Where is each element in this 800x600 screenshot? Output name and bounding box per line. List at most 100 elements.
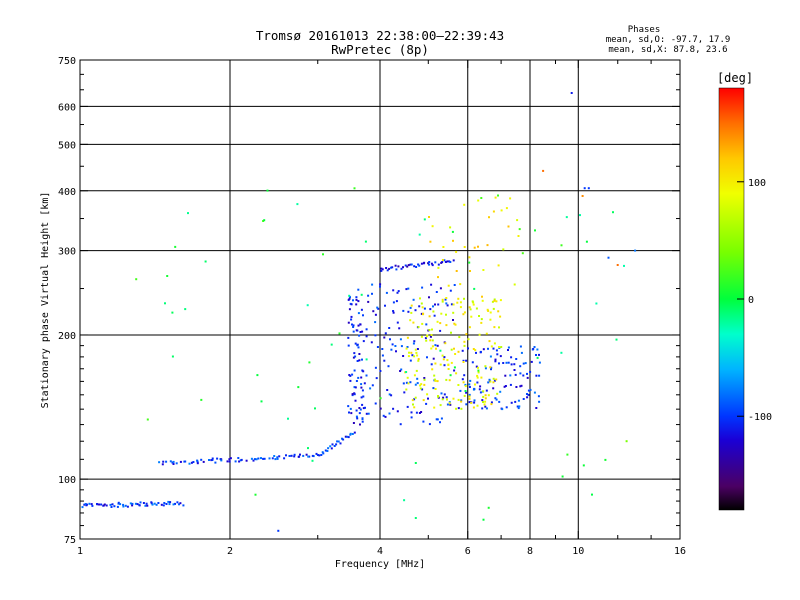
data-point: [526, 372, 528, 375]
data-point: [537, 395, 540, 398]
data-point: [463, 297, 465, 300]
data-point: [439, 363, 442, 366]
data-point: [400, 267, 403, 270]
data-point: [414, 462, 417, 464]
data-point: [415, 351, 418, 354]
data-point: [452, 259, 455, 262]
data-point: [362, 395, 365, 398]
data-point: [349, 374, 352, 377]
stats-o-line: mean, sd,O: -97.7, 17.9: [606, 35, 731, 45]
data-point: [169, 501, 172, 504]
data-point: [142, 502, 145, 504]
data-point: [470, 401, 473, 404]
data-point: [561, 475, 564, 478]
y-tick-label: 75: [64, 535, 76, 546]
data-point: [519, 345, 522, 348]
y-tick-label: 100: [58, 475, 76, 486]
data-point: [138, 504, 141, 507]
data-point: [462, 381, 465, 384]
data-point: [348, 411, 350, 414]
data-point: [405, 288, 408, 291]
data-point: [426, 393, 429, 396]
x-tick-label: 8: [527, 546, 533, 557]
data-point: [160, 503, 163, 506]
data-point: [434, 379, 437, 382]
data-point: [263, 219, 266, 222]
data-point: [475, 307, 478, 310]
data-point: [406, 346, 409, 348]
data-point: [464, 383, 467, 386]
data-point: [449, 226, 452, 229]
data-point: [536, 356, 539, 359]
data-point: [464, 390, 467, 392]
data-point: [356, 343, 359, 346]
data-point: [353, 187, 356, 190]
data-point: [488, 216, 490, 219]
data-point: [452, 397, 455, 400]
data-point: [407, 310, 410, 313]
data-point: [454, 323, 457, 326]
data-point: [254, 493, 257, 496]
data-point: [109, 503, 112, 506]
data-point: [499, 315, 502, 318]
data-point: [406, 265, 409, 268]
data-point: [433, 406, 436, 409]
data-point: [423, 383, 426, 386]
data-point: [495, 378, 498, 381]
data-point: [346, 435, 349, 438]
data-point: [414, 383, 417, 386]
data-point: [420, 335, 423, 338]
data-point: [405, 388, 408, 391]
data-point: [426, 334, 429, 337]
data-point: [420, 262, 423, 265]
data-point: [457, 407, 460, 410]
data-point: [348, 297, 351, 300]
data-point: [335, 443, 338, 446]
data-point: [359, 331, 362, 333]
data-point: [387, 365, 390, 368]
data-point: [431, 368, 434, 371]
data-point: [439, 287, 442, 290]
data-point: [487, 347, 489, 350]
data-point: [487, 309, 490, 312]
data-point: [347, 321, 350, 324]
data-point: [431, 264, 434, 267]
data-point: [477, 371, 480, 374]
data-point: [416, 354, 419, 357]
data-point: [517, 235, 520, 237]
data-point: [420, 383, 423, 386]
data-point: [482, 518, 485, 521]
data-point: [363, 382, 366, 385]
data-point: [445, 297, 448, 299]
data-point: [496, 353, 499, 356]
data-point: [446, 398, 448, 401]
data-point: [354, 342, 357, 345]
data-point: [430, 283, 433, 286]
data-point: [430, 347, 433, 350]
data-point: [445, 302, 448, 305]
data-point: [351, 323, 353, 326]
data-point: [560, 351, 563, 354]
data-point: [479, 385, 482, 388]
data-point: [457, 297, 460, 300]
data-point: [353, 393, 356, 396]
data-point: [377, 307, 380, 310]
data-point: [371, 283, 374, 286]
data-point: [425, 323, 428, 326]
data-point: [169, 460, 172, 463]
data-point: [351, 373, 354, 376]
data-point: [535, 374, 538, 377]
data-point: [414, 396, 417, 399]
data-point: [353, 386, 356, 389]
data-point: [341, 437, 343, 440]
data-point: [463, 394, 466, 397]
data-point: [350, 315, 353, 318]
data-point: [305, 453, 308, 456]
data-point: [465, 391, 468, 394]
data-point: [352, 356, 355, 359]
data-point: [179, 502, 182, 505]
data-point: [623, 264, 625, 267]
data-point: [172, 463, 175, 465]
data-point: [415, 369, 418, 372]
data-point: [349, 407, 352, 410]
